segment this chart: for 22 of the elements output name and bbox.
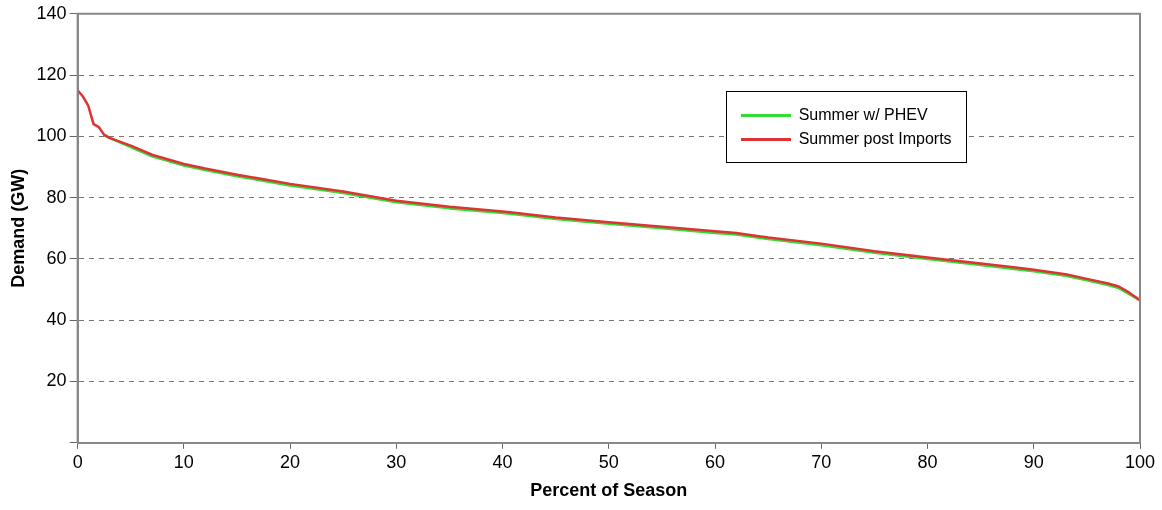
x-tick-label: 30	[386, 451, 407, 472]
y-tick-label: 140	[36, 2, 67, 23]
x-tick-label: 20	[280, 451, 301, 472]
x-tick-label: 60	[705, 451, 726, 472]
x-tick-label: 70	[811, 451, 832, 472]
x-tick-label: 90	[1023, 451, 1044, 472]
x-tick-label: 0	[72, 451, 83, 472]
y-tick-label: 60	[46, 247, 67, 268]
legend-label: Summer w/ PHEV	[798, 106, 928, 125]
x-tick-label: 50	[598, 451, 619, 472]
x-tick-label: 10	[173, 451, 194, 472]
x-axis-title: Percent of Season	[530, 480, 688, 501]
x-tick-label: 100	[1124, 451, 1156, 472]
y-tick-label: 40	[46, 309, 67, 330]
legend-label: Summer post Imports	[798, 130, 952, 149]
y-tick-label: 20	[46, 370, 67, 391]
y-tick-label: 120	[36, 64, 67, 85]
y-tick-label: 100	[36, 125, 67, 146]
y-tick-label: 80	[46, 186, 67, 207]
x-tick-label: 40	[492, 451, 513, 472]
y-axis-title: Demand (GW)	[7, 168, 28, 288]
x-tick-label: 80	[917, 451, 938, 472]
